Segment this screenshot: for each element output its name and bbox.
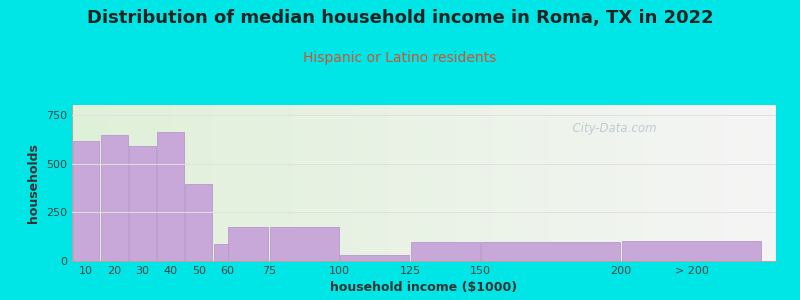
Bar <box>186 184 212 261</box>
Bar <box>227 227 269 261</box>
Text: Distribution of median household income in Roma, TX in 2022: Distribution of median household income … <box>86 9 714 27</box>
Bar <box>214 244 240 261</box>
X-axis label: household income ($1000): household income ($1000) <box>330 281 518 294</box>
Text: City-Data.com: City-Data.com <box>565 122 657 135</box>
Text: Hispanic or Latino residents: Hispanic or Latino residents <box>303 51 497 65</box>
Bar <box>73 141 99 261</box>
Bar <box>481 242 621 261</box>
Bar <box>622 241 762 261</box>
Bar <box>157 132 184 261</box>
Bar <box>129 146 156 261</box>
Bar <box>270 227 339 261</box>
Bar <box>410 242 480 261</box>
Bar <box>101 135 128 261</box>
Bar <box>340 255 410 261</box>
Y-axis label: households: households <box>27 143 41 223</box>
